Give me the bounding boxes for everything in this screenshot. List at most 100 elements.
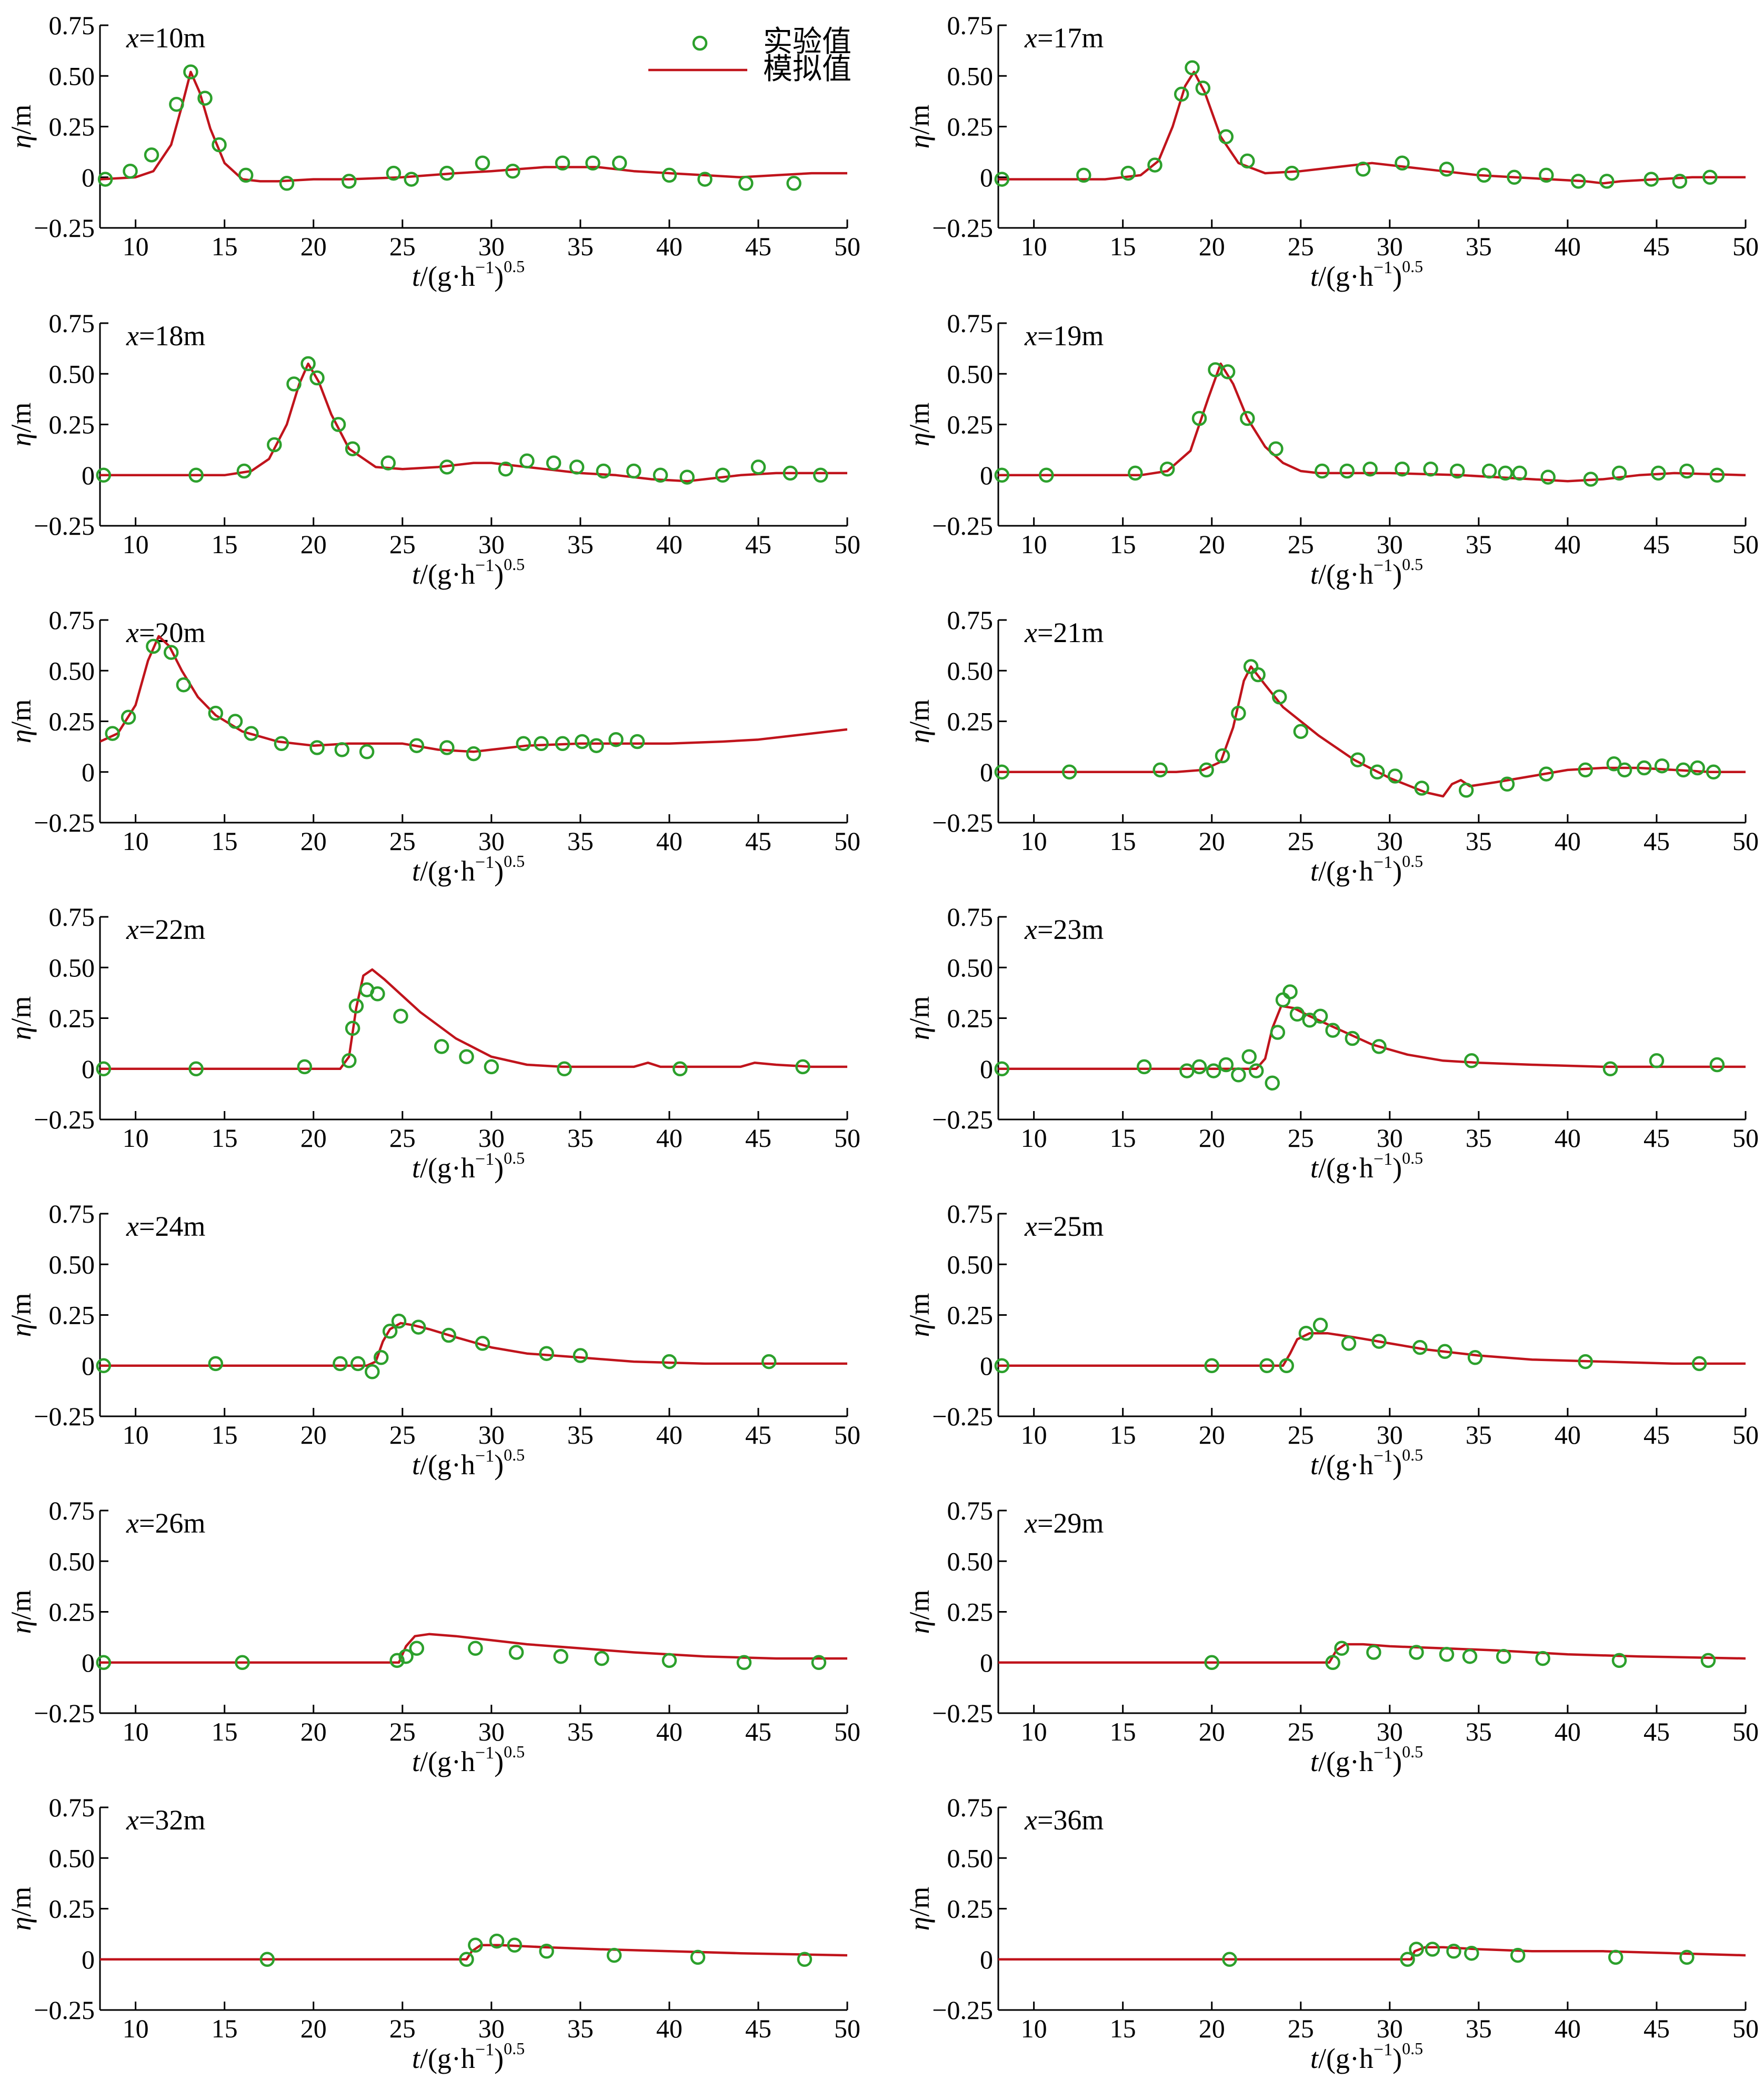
experimental-point (123, 163, 138, 179)
x-tick-label: 40 (1555, 1717, 1581, 1746)
x-tick-label: 20 (300, 826, 327, 856)
x-tick-label: 30 (478, 826, 505, 856)
panel-label: x=32m (126, 1804, 205, 1836)
experimental-point (330, 417, 346, 432)
x-tick-label: 10 (123, 529, 149, 559)
y-tick-label: 0.25 (947, 707, 994, 736)
x-tick-label: 50 (1732, 2014, 1759, 2043)
simulated-series-line (998, 1643, 1746, 1664)
y-tick-label: −0.25 (932, 808, 993, 837)
experimental-point (1240, 153, 1255, 169)
experimental-point (573, 1348, 588, 1363)
experimental-point (1540, 469, 1556, 485)
experimental-point (1231, 705, 1246, 721)
experimental-point (994, 764, 1010, 780)
experimental-point (1345, 1031, 1360, 1046)
experimental-point (1275, 992, 1291, 1008)
experimental-point (1412, 1339, 1428, 1355)
legend-experimental-marker (692, 35, 708, 51)
experimental-point (1611, 1653, 1627, 1668)
experimental-point (1208, 362, 1223, 377)
simulated-series-line (998, 362, 1746, 483)
x-tick-label: 35 (1466, 1420, 1492, 1449)
y-tick-label: 0 (82, 1054, 95, 1084)
experimental-point (96, 467, 112, 483)
experimental-point (1325, 1655, 1340, 1671)
x-tick-label: 15 (212, 232, 238, 261)
experimental-point (345, 1021, 360, 1036)
x-tick-label: 20 (300, 529, 327, 559)
simulated-series-line (100, 71, 847, 183)
experimental-point (410, 1319, 426, 1335)
simulated-series-line (998, 1332, 1746, 1367)
x-tick-label: 50 (1732, 1717, 1759, 1746)
y-tick-label: 0 (980, 461, 993, 490)
experimental-point (297, 1059, 313, 1075)
x-tick-label: 35 (1466, 2014, 1492, 2043)
experimental-point (484, 1059, 499, 1075)
x-tick-label: 15 (1110, 826, 1136, 856)
y-tick-label: 0.50 (49, 1843, 95, 1873)
y-tick-label: 0.25 (49, 707, 95, 736)
x-tick-label: 35 (1466, 1123, 1492, 1153)
x-tick-label: 50 (834, 826, 860, 856)
experimental-point (342, 1053, 357, 1068)
experimental-point (994, 1061, 1010, 1077)
y-tick-label: 0.75 (947, 1496, 994, 1525)
experimental-point (1387, 768, 1403, 784)
panel-5: 0.75 0.50 0.25 0 −0.25 10 15 20 25 30 35 40 45 50 x=20… (5, 605, 860, 887)
x-axis-title: t/(g·h−1)0.5 (412, 555, 525, 590)
x-tick-label: 40 (656, 1717, 683, 1746)
y-tick-label: 0.50 (49, 656, 95, 685)
x-tick-label: 40 (1555, 2014, 1581, 2043)
y-axis-title: η/m (904, 996, 935, 1041)
y-tick-label: 0 (980, 163, 993, 192)
experimental-point (994, 172, 1010, 187)
x-tick-label: 40 (656, 1123, 683, 1153)
experimental-point (236, 463, 252, 479)
x-tick-label: 30 (478, 529, 505, 559)
x-tick-label: 30 (478, 1717, 505, 1746)
x-tick-label: 10 (123, 1123, 149, 1153)
experimental-point (585, 155, 600, 171)
experimental-point (1279, 1358, 1294, 1374)
panel-3: 0.75 0.50 0.25 0 −0.25 10 15 20 25 30 35 40 45 50 x=18… (5, 308, 860, 590)
y-axis-title: η/m (904, 1590, 935, 1634)
x-tick-label: 25 (389, 1717, 416, 1746)
x-tick-label: 25 (1288, 529, 1314, 559)
y-tick-label: −0.25 (932, 1995, 993, 2025)
experimental-point (333, 1356, 348, 1372)
experimental-point (1231, 1067, 1246, 1083)
experimental-point (795, 1059, 810, 1075)
experimental-point (1312, 1008, 1328, 1024)
y-tick-label: 0 (980, 757, 993, 787)
x-tick-label: 45 (745, 232, 771, 261)
x-tick-label: 10 (1021, 1123, 1047, 1153)
x-tick-label: 15 (1110, 1420, 1136, 1449)
x-tick-label: 20 (1199, 232, 1225, 261)
experimental-point (409, 738, 425, 753)
x-tick-label: 25 (1288, 826, 1314, 856)
experimental-point (345, 441, 360, 456)
x-tick-label: 15 (1110, 232, 1136, 261)
x-axis-title: t/(g·h−1)0.5 (412, 1148, 525, 1184)
x-tick-label: 50 (1732, 529, 1759, 559)
experimental-point (274, 736, 289, 752)
experimental-point (1498, 465, 1513, 481)
x-tick-label: 45 (1643, 1717, 1670, 1746)
y-tick-label: −0.25 (932, 511, 993, 541)
experimental-point (1458, 783, 1474, 798)
y-tick-label: 0 (82, 461, 95, 490)
y-axis-title: η/m (5, 699, 37, 744)
experimental-point (489, 1933, 505, 1949)
y-tick-label: 0.75 (947, 308, 994, 338)
experimental-point (1409, 1645, 1424, 1660)
experimental-point (1583, 472, 1599, 487)
experimental-point (1539, 167, 1554, 183)
experimental-point (697, 172, 713, 187)
y-tick-label: 0.75 (49, 11, 95, 40)
x-tick-label: 20 (1199, 1420, 1225, 1449)
y-tick-label: −0.25 (932, 1402, 993, 1431)
x-tick-label: 50 (834, 1420, 860, 1449)
experimental-point (380, 455, 396, 471)
